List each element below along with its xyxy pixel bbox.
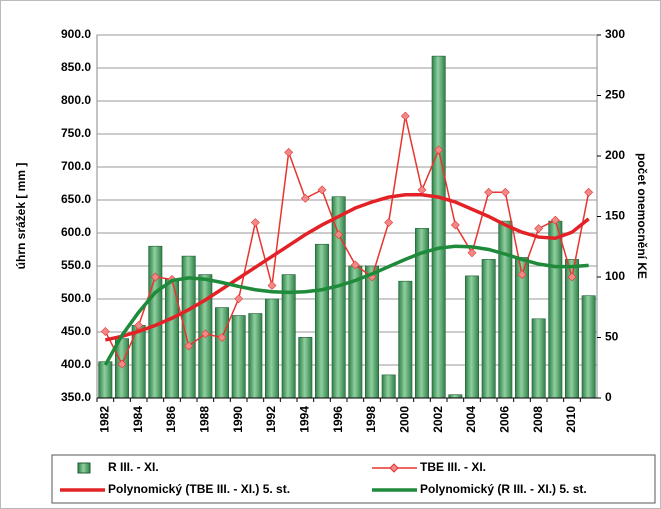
- line-marker: [400, 111, 410, 121]
- line-marker: [234, 294, 244, 304]
- y2-tick-label: 300: [605, 27, 625, 41]
- line-marker: [450, 220, 460, 230]
- line-marker: [467, 248, 477, 258]
- line-marker: [134, 320, 144, 330]
- legend: [51, 454, 656, 504]
- line-marker: [317, 185, 327, 195]
- line-marker: [567, 272, 577, 282]
- y-tick-label: 400.0: [61, 357, 91, 371]
- x-tick-label: 2010: [564, 406, 578, 433]
- x-tick-label: 2002: [431, 406, 445, 433]
- x-tick-label: 2006: [498, 406, 512, 433]
- bar: [248, 313, 263, 399]
- bar: [548, 220, 563, 399]
- y2-tick-label: 0: [605, 390, 612, 404]
- bar: [465, 275, 479, 399]
- bar: [431, 55, 446, 399]
- bar: [348, 265, 363, 399]
- y-tick-label: 850.0: [61, 60, 91, 74]
- line-marker: [284, 147, 294, 157]
- y-tick-label: 800.0: [61, 93, 91, 107]
- line-marker: [384, 218, 394, 227]
- y-tick-label: 900.0: [61, 27, 91, 41]
- line-marker: [517, 270, 527, 280]
- bar: [315, 243, 329, 399]
- legend-swatch: [77, 462, 91, 474]
- line-marker: [584, 187, 594, 197]
- legend-label: R III. - XI.: [108, 460, 159, 474]
- y-tick-label: 650.0: [61, 192, 91, 206]
- x-tick-label: 2000: [398, 406, 412, 433]
- bar: [581, 295, 596, 399]
- y-tick-label: 350.0: [61, 390, 91, 404]
- legend-label: Polynomický (R III. - XI.) 5. st.: [420, 482, 587, 496]
- y2-tick-label: 50: [605, 330, 619, 344]
- series-line: [104, 192, 590, 342]
- x-tick-label: 1996: [331, 406, 345, 433]
- x-tick-label: 1988: [198, 406, 212, 433]
- bar: [365, 265, 379, 399]
- line-marker: [484, 187, 494, 197]
- bar: [331, 196, 346, 399]
- bar: [531, 318, 546, 399]
- bar: [481, 259, 496, 399]
- y-tick-label: 500.0: [61, 291, 91, 305]
- line-marker: [534, 224, 544, 234]
- line-marker: [500, 187, 510, 197]
- x-tick-label: 2004: [464, 406, 478, 433]
- legend-label: TBE III. - XI.: [420, 460, 486, 474]
- line-marker: [434, 145, 444, 155]
- y-tick-label: 700.0: [61, 159, 91, 173]
- line-marker: [200, 329, 210, 339]
- y2-axis-title: počet onemocnění KE: [635, 153, 649, 279]
- bar: [98, 361, 113, 399]
- x-tick-label: 1992: [264, 406, 278, 433]
- y-tick-label: 450.0: [61, 324, 91, 338]
- series-line: [103, 244, 589, 366]
- line-marker: [100, 327, 110, 336]
- bar: [231, 315, 246, 399]
- line-marker: [184, 341, 194, 351]
- line-marker: [250, 218, 260, 227]
- line-marker: [334, 230, 344, 240]
- line-marker: [117, 359, 127, 369]
- bar: [398, 280, 413, 399]
- bar: [498, 220, 513, 399]
- line-marker: [150, 272, 160, 282]
- line-marker: [217, 333, 227, 342]
- plot-area: [96, 34, 598, 399]
- series-line: [104, 115, 590, 366]
- line-marker: [550, 215, 560, 225]
- x-tick-label: 1994: [298, 406, 312, 433]
- y2-tick-label: 200: [605, 148, 625, 162]
- bar: [381, 374, 396, 399]
- line-marker: [300, 193, 310, 203]
- x-tick-label: 1984: [131, 406, 145, 433]
- legend-label: Polynomický (TBE III. - XI.) 5. st.: [108, 482, 290, 496]
- x-tick-label: 1986: [164, 406, 178, 433]
- y-tick-label: 600.0: [61, 225, 91, 239]
- bar: [298, 336, 313, 399]
- line-marker: [267, 281, 277, 290]
- x-tick-label: 2008: [531, 406, 545, 433]
- y-tick-label: 750.0: [61, 126, 91, 140]
- y-tick-label: 550.0: [61, 258, 91, 272]
- y2-tick-label: 150: [605, 209, 625, 223]
- x-tick-label: 1982: [98, 406, 112, 433]
- y-axis-title: úhrn srážek [ mm ]: [14, 163, 28, 270]
- x-tick-label: 1990: [231, 406, 245, 433]
- bar: [215, 307, 229, 399]
- y2-tick-label: 100: [605, 269, 625, 283]
- bar: [265, 298, 279, 399]
- legend-marker: [389, 463, 399, 473]
- y2-tick-label: 250: [605, 88, 625, 102]
- x-tick-label: 1998: [364, 406, 378, 433]
- line-marker: [350, 260, 360, 270]
